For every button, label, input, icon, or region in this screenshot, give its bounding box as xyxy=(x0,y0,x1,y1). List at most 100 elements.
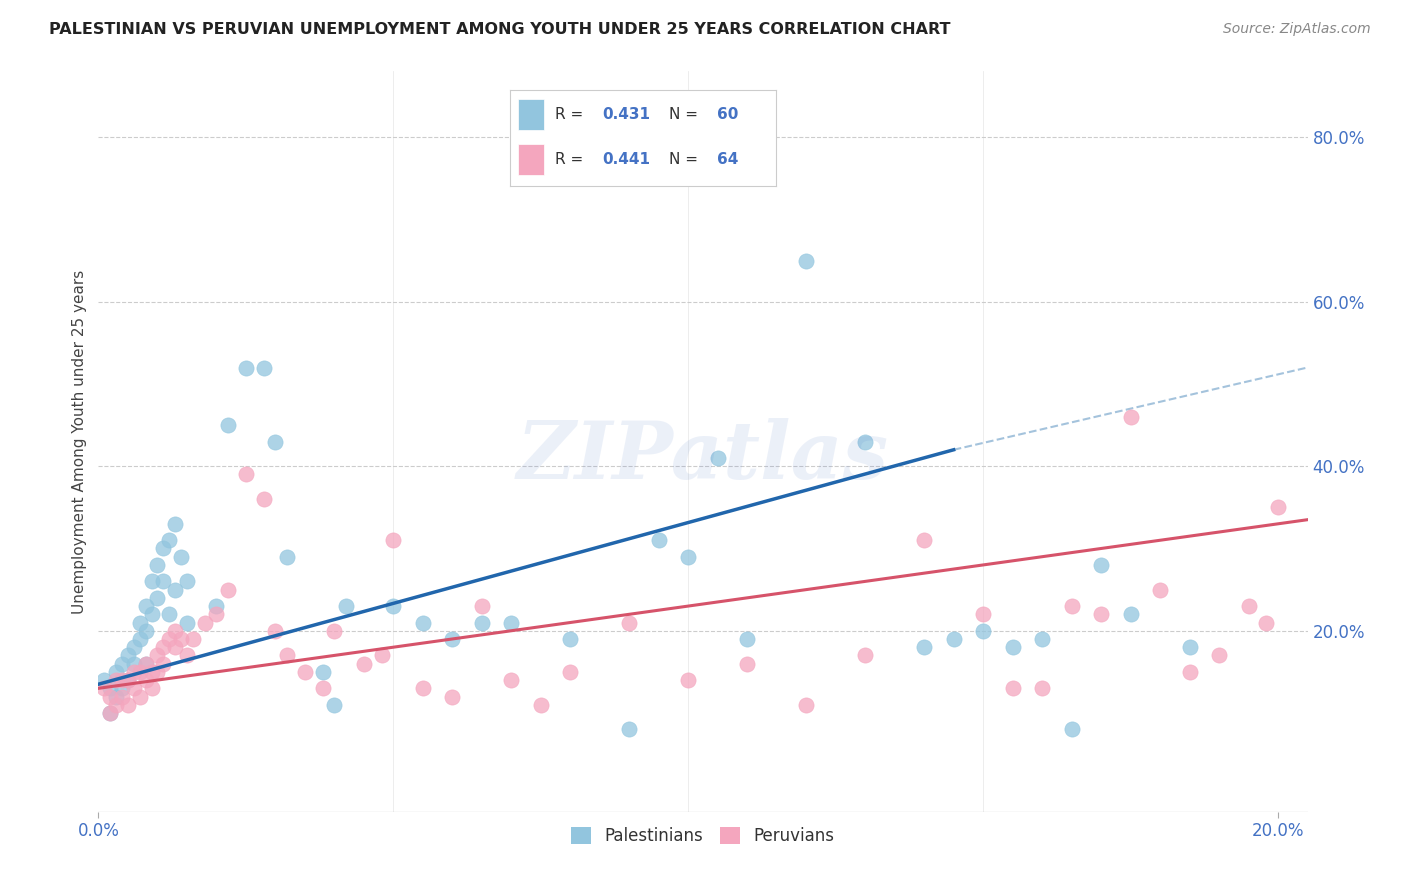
Point xyxy=(165,516,187,531)
Point xyxy=(648,533,671,548)
Point xyxy=(471,615,494,630)
Point xyxy=(122,681,145,696)
Point xyxy=(530,698,553,712)
Point xyxy=(181,632,204,646)
Point xyxy=(1178,665,1201,679)
Point xyxy=(122,665,145,679)
Point xyxy=(264,434,287,449)
Point xyxy=(441,690,464,704)
Point xyxy=(678,549,700,564)
Point xyxy=(135,599,157,613)
Point xyxy=(1237,599,1260,613)
Point xyxy=(619,615,641,630)
Point xyxy=(135,624,157,638)
Point xyxy=(146,558,169,572)
Point xyxy=(152,657,174,671)
Point xyxy=(117,648,139,663)
Point xyxy=(1208,648,1230,663)
Point xyxy=(170,549,193,564)
Point xyxy=(165,624,187,638)
Point xyxy=(105,690,128,704)
Point xyxy=(706,450,728,465)
Point xyxy=(217,418,239,433)
Point xyxy=(111,690,134,704)
Point xyxy=(1178,640,1201,655)
Point xyxy=(194,615,217,630)
Point xyxy=(217,582,239,597)
Point xyxy=(1149,582,1171,597)
Point xyxy=(152,640,174,655)
Point xyxy=(1119,607,1142,622)
Point xyxy=(501,615,523,630)
Point xyxy=(157,607,180,622)
Point xyxy=(170,632,193,646)
Point xyxy=(157,533,180,548)
Point xyxy=(152,574,174,589)
Point xyxy=(141,681,163,696)
Point xyxy=(135,657,157,671)
Point xyxy=(252,360,274,375)
Point xyxy=(98,706,121,720)
Point xyxy=(619,723,641,737)
Point xyxy=(335,599,357,613)
Point xyxy=(323,624,346,638)
Point xyxy=(912,640,935,655)
Point xyxy=(176,648,198,663)
Point xyxy=(853,648,876,663)
Point xyxy=(111,673,134,687)
Text: PALESTINIAN VS PERUVIAN UNEMPLOYMENT AMONG YOUTH UNDER 25 YEARS CORRELATION CHAR: PALESTINIAN VS PERUVIAN UNEMPLOYMENT AMO… xyxy=(49,22,950,37)
Point xyxy=(382,599,405,613)
Point xyxy=(264,624,287,638)
Point xyxy=(1119,409,1142,424)
Point xyxy=(1001,681,1024,696)
Point xyxy=(735,657,758,671)
Point xyxy=(205,599,228,613)
Point xyxy=(853,434,876,449)
Point xyxy=(176,615,198,630)
Point xyxy=(1060,723,1083,737)
Y-axis label: Unemployment Among Youth under 25 years: Unemployment Among Youth under 25 years xyxy=(72,269,87,614)
Point xyxy=(141,665,163,679)
Point xyxy=(93,673,115,687)
Point xyxy=(105,673,128,687)
Point xyxy=(1256,615,1278,630)
Point xyxy=(972,624,994,638)
Point xyxy=(252,492,274,507)
Point xyxy=(276,549,298,564)
Point xyxy=(141,607,163,622)
Point xyxy=(128,690,150,704)
Point xyxy=(176,574,198,589)
Point xyxy=(165,582,187,597)
Point xyxy=(412,681,434,696)
Point xyxy=(1001,640,1024,655)
Point xyxy=(98,681,121,696)
Point xyxy=(276,648,298,663)
Point xyxy=(135,673,157,687)
Point xyxy=(117,698,139,712)
Point xyxy=(128,665,150,679)
Point xyxy=(141,574,163,589)
Point xyxy=(98,706,121,720)
Point xyxy=(117,673,139,687)
Point xyxy=(105,665,128,679)
Point xyxy=(560,665,582,679)
Text: Source: ZipAtlas.com: Source: ZipAtlas.com xyxy=(1223,22,1371,37)
Point xyxy=(135,657,157,671)
Point xyxy=(323,698,346,712)
Point xyxy=(235,360,257,375)
Point xyxy=(165,640,187,655)
Point xyxy=(146,591,169,605)
Point xyxy=(1090,607,1112,622)
Point xyxy=(152,541,174,556)
Point xyxy=(370,648,392,663)
Point xyxy=(157,632,180,646)
Point xyxy=(122,640,145,655)
Point xyxy=(794,698,817,712)
Point xyxy=(111,657,134,671)
Point xyxy=(1031,681,1053,696)
Point xyxy=(441,632,464,646)
Point xyxy=(146,665,169,679)
Point xyxy=(117,673,139,687)
Legend: Palestinians, Peruvians: Palestinians, Peruvians xyxy=(565,820,841,852)
Point xyxy=(98,690,121,704)
